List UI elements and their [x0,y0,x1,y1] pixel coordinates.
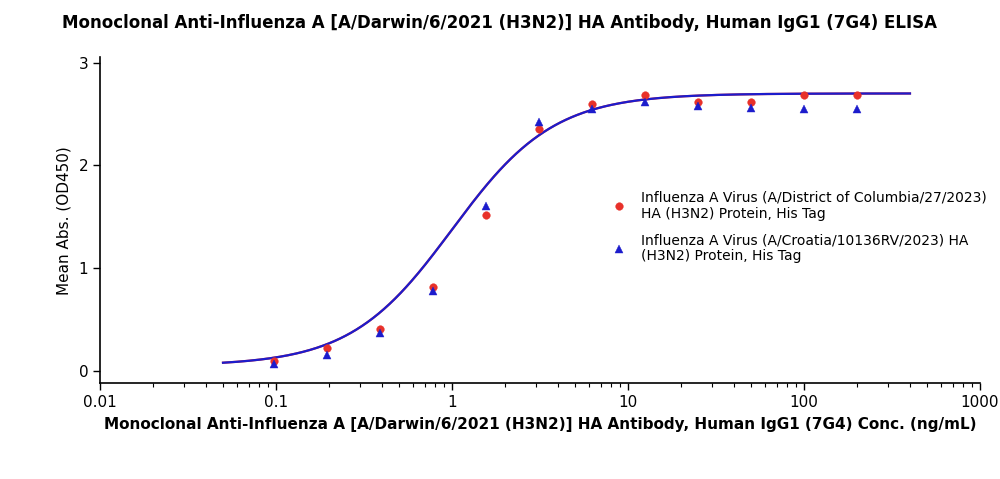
Influenza A Virus (A/Croatia/10136RV/2023) HA
(H3N2) Protein, His Tag [427,288,439,294]
Influenza A Virus (A/Croatia/10136RV/2023) HA
(H3N2) Protein, His Tag [533,119,545,125]
Line: Influenza A Virus (A/District of Columbia/27/2023)
HA (H3N2) Protein, His Tag: Influenza A Virus (A/District of Columbi… [271,91,861,365]
Influenza A Virus (A/Croatia/10136RV/2023) HA
(H3N2) Protein, His Tag [692,103,704,109]
Influenza A Virus (A/Croatia/10136RV/2023) HA
(H3N2) Protein, His Tag [480,204,492,209]
Influenza A Virus (A/Croatia/10136RV/2023) HA
(H3N2) Protein, His Tag [639,99,651,104]
Influenza A Virus (A/District of Columbia/27/2023)
HA (H3N2) Protein, His Tag [798,92,810,98]
Influenza A Virus (A/Croatia/10136RV/2023) HA
(H3N2) Protein, His Tag [268,361,280,367]
Influenza A Virus (A/District of Columbia/27/2023)
HA (H3N2) Protein, His Tag [586,101,598,107]
Influenza A Virus (A/Croatia/10136RV/2023) HA
(H3N2) Protein, His Tag [321,352,333,358]
Influenza A Virus (A/Croatia/10136RV/2023) HA
(H3N2) Protein, His Tag [745,105,757,111]
Influenza A Virus (A/District of Columbia/27/2023)
HA (H3N2) Protein, His Tag [639,92,651,98]
Influenza A Virus (A/District of Columbia/27/2023)
HA (H3N2) Protein, His Tag [745,99,757,104]
Line: Influenza A Virus (A/Croatia/10136RV/2023) HA
(H3N2) Protein, His Tag: Influenza A Virus (A/Croatia/10136RV/202… [271,98,861,368]
Influenza A Virus (A/Croatia/10136RV/2023) HA
(H3N2) Protein, His Tag [374,330,386,336]
Influenza A Virus (A/District of Columbia/27/2023)
HA (H3N2) Protein, His Tag [374,326,386,331]
Influenza A Virus (A/District of Columbia/27/2023)
HA (H3N2) Protein, His Tag [692,99,704,104]
Text: Monoclonal Anti-Influenza A [A/Darwin/6/2021 (H3N2)] HA Antibody, Human IgG1 (7G: Monoclonal Anti-Influenza A [A/Darwin/6/… [62,14,938,33]
Y-axis label: Mean Abs. (OD450): Mean Abs. (OD450) [56,146,72,295]
Influenza A Virus (A/District of Columbia/27/2023)
HA (H3N2) Protein, His Tag [851,92,863,98]
Influenza A Virus (A/District of Columbia/27/2023)
HA (H3N2) Protein, His Tag [480,212,492,217]
X-axis label: Monoclonal Anti-Influenza A [A/Darwin/6/2021 (H3N2)] HA Antibody, Human IgG1 (7G: Monoclonal Anti-Influenza A [A/Darwin/6/… [104,417,976,432]
Legend: Influenza A Virus (A/District of Columbia/27/2023)
HA (H3N2) Protein, His Tag, I: Influenza A Virus (A/District of Columbi… [600,185,993,269]
Influenza A Virus (A/District of Columbia/27/2023)
HA (H3N2) Protein, His Tag [321,345,333,351]
Influenza A Virus (A/District of Columbia/27/2023)
HA (H3N2) Protein, His Tag [427,284,439,289]
Influenza A Virus (A/District of Columbia/27/2023)
HA (H3N2) Protein, His Tag [533,126,545,132]
Influenza A Virus (A/Croatia/10136RV/2023) HA
(H3N2) Protein, His Tag [586,106,598,112]
Influenza A Virus (A/Croatia/10136RV/2023) HA
(H3N2) Protein, His Tag [851,106,863,112]
Influenza A Virus (A/Croatia/10136RV/2023) HA
(H3N2) Protein, His Tag [798,106,810,112]
Influenza A Virus (A/District of Columbia/27/2023)
HA (H3N2) Protein, His Tag [268,358,280,364]
